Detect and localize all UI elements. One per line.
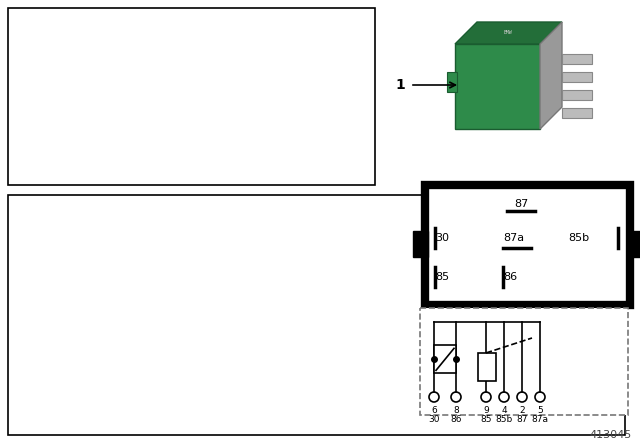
Bar [455, 44, 540, 129]
Polygon shape [540, 22, 562, 129]
Text: 30: 30 [428, 415, 440, 424]
Bar [8, 195, 625, 435]
Bar [478, 353, 496, 381]
Text: 413045: 413045 [589, 430, 632, 440]
Text: 1: 1 [396, 78, 405, 92]
Bar [562, 90, 592, 100]
Bar [627, 231, 640, 257]
Text: 87a: 87a [531, 415, 548, 424]
Text: 30: 30 [435, 233, 449, 243]
Text: 86: 86 [503, 272, 517, 282]
Text: 6: 6 [431, 406, 437, 415]
Polygon shape [455, 22, 562, 44]
Text: 87a: 87a [503, 233, 524, 243]
Text: 85b: 85b [495, 415, 513, 424]
Text: 2: 2 [519, 406, 525, 415]
Bar [420, 308, 628, 415]
Text: 85: 85 [435, 272, 449, 282]
Text: 85b: 85b [568, 233, 589, 243]
Text: 9: 9 [483, 406, 489, 415]
Text: 5: 5 [537, 406, 543, 415]
Bar [562, 54, 592, 64]
Text: 4: 4 [501, 406, 507, 415]
Bar [8, 8, 375, 185]
Bar [413, 231, 428, 257]
Bar [562, 72, 592, 82]
Text: 87: 87 [516, 415, 528, 424]
Bar [562, 108, 592, 118]
Bar [434, 345, 456, 373]
Text: 85: 85 [480, 415, 492, 424]
Text: 86: 86 [451, 415, 461, 424]
Bar [425, 185, 630, 305]
Text: 87: 87 [514, 199, 529, 209]
Text: 8: 8 [453, 406, 459, 415]
Text: BMW: BMW [504, 30, 512, 35]
Bar [447, 72, 457, 92]
